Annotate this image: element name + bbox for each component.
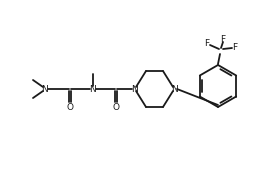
Text: O: O — [112, 104, 120, 113]
Text: F: F — [220, 35, 225, 43]
Text: N: N — [90, 85, 96, 94]
Text: F: F — [232, 42, 238, 51]
Text: N: N — [130, 85, 137, 94]
Text: F: F — [204, 38, 210, 48]
Text: O: O — [67, 104, 73, 113]
Text: N: N — [172, 85, 178, 94]
Text: N: N — [41, 85, 48, 94]
